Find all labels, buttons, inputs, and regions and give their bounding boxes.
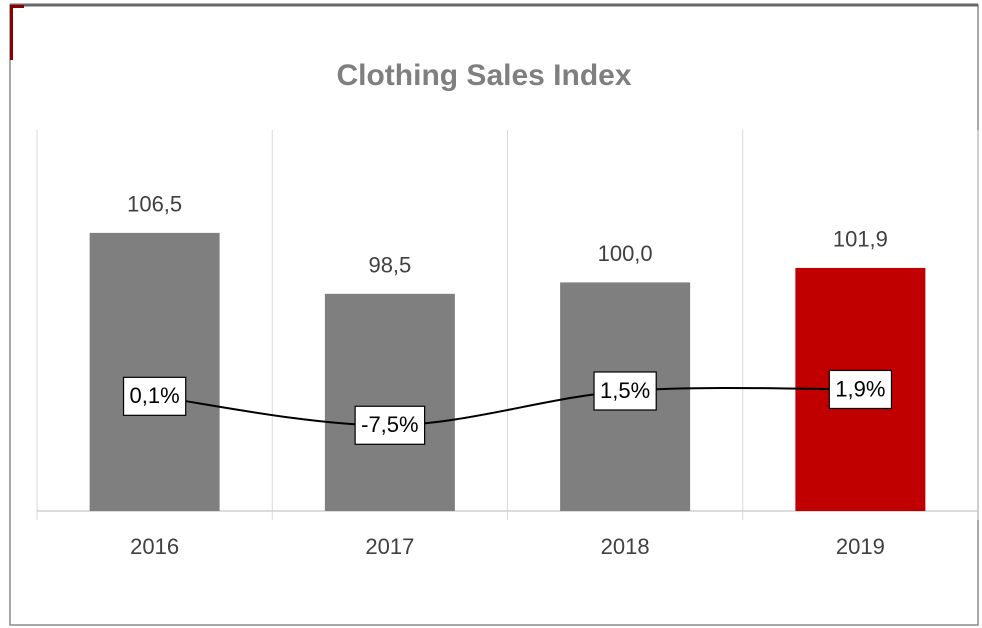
line-label-box [828,369,893,410]
x-tick-label: 2016 [130,534,179,559]
bar [324,293,455,511]
line-label-box [354,405,426,445]
line-value-label: 1,5% [600,378,650,403]
x-tick-label: 2018 [601,534,650,559]
bar [89,232,220,511]
line-label-box [122,376,187,416]
bar-value-label: 100,0 [598,241,653,266]
chart-title: Clothing Sales Index [336,59,631,92]
line-value-label: 1,9% [835,376,885,401]
line-label-box [593,371,657,411]
x-tick-label: 2017 [365,534,414,559]
line-value-label: 0,1% [130,383,180,408]
bar-value-label: 98,5 [368,253,411,278]
x-tick-label: 2019 [836,534,885,559]
bar-value-label: 106,5 [127,192,182,217]
line-value-label: -7,5% [361,412,418,437]
bar-value-label: 101,9 [833,227,888,252]
line [154,386,861,427]
corner-mask [13,8,24,60]
